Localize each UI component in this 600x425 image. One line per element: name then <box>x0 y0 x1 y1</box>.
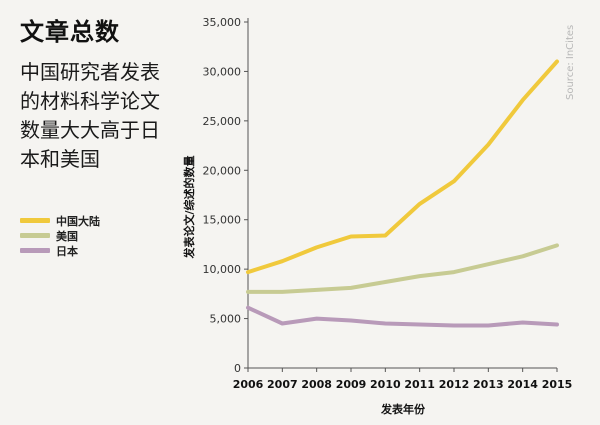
legend-swatch-china <box>20 218 50 223</box>
x-tick-label: 2012 <box>439 378 470 391</box>
series-line-usa <box>246 243 559 294</box>
x-axis-label: 发表年份 <box>380 402 426 416</box>
x-tick-label: 2007 <box>267 378 298 391</box>
legend-label-china: 中国大陆 <box>56 214 100 228</box>
legend-swatch-japan <box>20 248 50 253</box>
series-line-china <box>246 59 559 275</box>
chart-title: 文章总数 <box>20 18 120 46</box>
x-tick-label: 2013 <box>473 378 504 391</box>
y-tick-label: 30,000 <box>203 65 242 78</box>
y-tick-label: 15,000 <box>203 214 242 227</box>
legend-item-china: 中国大陆 <box>20 213 100 228</box>
x-tick-label: 2015 <box>542 378 573 391</box>
legend: 中国大陆 美国 日本 <box>20 213 100 258</box>
series-line-japan <box>246 305 559 328</box>
chart-subtitle: 中国研究者发表的材料科学论文数量大大高于日本和美国 <box>20 60 160 171</box>
x-tick-label: 2010 <box>370 378 401 391</box>
legend-label-usa: 美国 <box>56 229 78 243</box>
y-axis-label: 发表论文/综述的数量 <box>182 155 196 259</box>
y-tick-label: 20,000 <box>203 164 242 177</box>
y-tick-label: 25,000 <box>203 115 242 128</box>
x-tick-label: 2014 <box>507 378 538 391</box>
chart-axes: 0 5,000 10,000 15,000 20,000 25,000 30,000 35,0… <box>203 16 573 391</box>
x-tick-label: 2009 <box>336 378 367 391</box>
legend-item-japan: 日本 <box>20 243 100 258</box>
source-note: Source: InCites <box>565 25 576 100</box>
legend-item-usa: 美国 <box>20 228 100 243</box>
y-tick-label: 10,000 <box>203 263 242 276</box>
y-tick-label: 0 <box>234 362 241 375</box>
legend-swatch-usa <box>20 233 50 238</box>
chart-lines <box>246 59 559 328</box>
x-tick-label: 2008 <box>301 378 332 391</box>
y-tick-label: 5,000 <box>210 313 242 326</box>
x-tick-label: 2011 <box>404 378 435 391</box>
y-tick-label: 35,000 <box>203 16 242 29</box>
legend-label-japan: 日本 <box>56 244 78 258</box>
x-tick-label: 2006 <box>233 378 264 391</box>
